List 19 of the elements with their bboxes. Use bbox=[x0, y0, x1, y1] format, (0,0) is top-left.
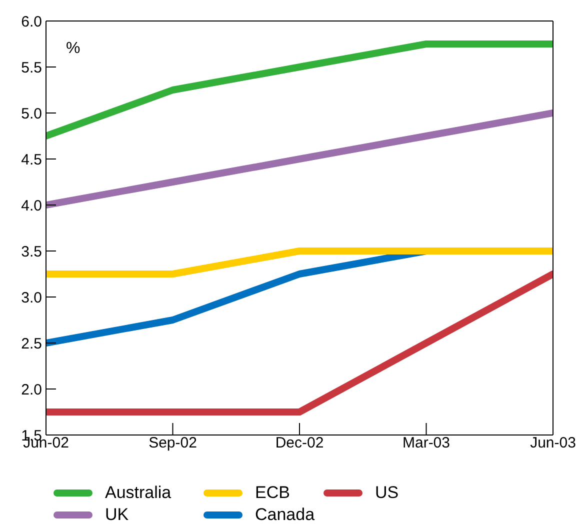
x-tick-label: Mar-03 bbox=[402, 434, 450, 452]
y-tick-label: 4.5 bbox=[21, 151, 42, 168]
x-tick-label: Dec-02 bbox=[275, 434, 324, 452]
y-tick-label: 2.0 bbox=[21, 381, 42, 398]
x-tick-label: Jun-03 bbox=[530, 434, 576, 452]
y-tick-label: 4.0 bbox=[21, 197, 42, 214]
y-tick-label: 5.0 bbox=[21, 105, 42, 122]
y-tick-label: 6.0 bbox=[21, 13, 42, 30]
legend-label: ECB bbox=[255, 483, 290, 503]
y-axis-title: % bbox=[66, 40, 80, 58]
y-tick-label: 5.5 bbox=[21, 59, 42, 76]
legend-label: Canada bbox=[255, 505, 315, 525]
y-tick-label: 2.5 bbox=[21, 335, 42, 352]
legend-label: US bbox=[375, 483, 399, 503]
y-tick-label: 3.5 bbox=[21, 243, 42, 260]
legend-label: Australia bbox=[105, 483, 172, 503]
legend-label: UK bbox=[105, 505, 129, 525]
y-tick-label: 3.0 bbox=[21, 289, 42, 306]
x-tick-label: Sep-02 bbox=[148, 434, 197, 452]
